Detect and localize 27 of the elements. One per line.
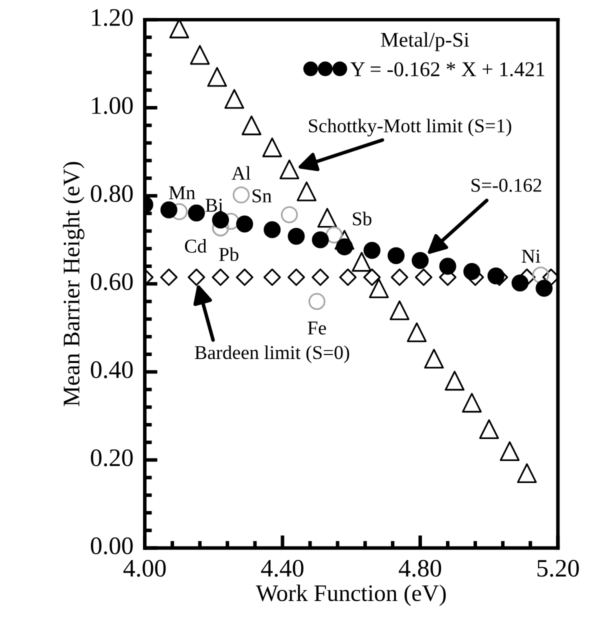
y-tick-label: 0.80 <box>90 185 133 202</box>
y-tick-label: 0.00 <box>90 537 133 554</box>
data-label: Ni <box>522 250 540 263</box>
x-tick-label: 4.80 <box>398 560 442 577</box>
data-label: Pb <box>219 247 238 262</box>
annotation: Schottky-Mott limit (S=1) <box>309 118 512 136</box>
x-axis-title: Work Function (eV) <box>256 584 446 606</box>
x-tick-label: 4.40 <box>261 560 304 577</box>
data-label: Sb <box>352 212 372 226</box>
y-axis-title: Mean Barrier Height (eV) <box>62 162 84 406</box>
data-label: Fe <box>308 322 326 335</box>
data-label: Bi <box>206 198 224 212</box>
x-tick-label: 5.20 <box>537 560 579 577</box>
x-tick-label: 4.00 <box>123 560 166 577</box>
annotation: S=-0.162 <box>472 178 542 192</box>
data-label: Al <box>232 166 251 180</box>
y-tick-label: 0.20 <box>90 449 133 466</box>
data-label: Cd <box>184 239 207 253</box>
legend-title: Metal/p-Si <box>380 32 470 52</box>
y-tick-label: 1.20 <box>92 9 133 26</box>
y-tick-label: 0.40 <box>90 361 133 378</box>
data-label: Mn <box>169 186 196 200</box>
annotation: Bardeen limit (S=0) <box>194 345 350 364</box>
y-tick-label: 0.60 <box>90 273 133 290</box>
data-label: Sn <box>252 189 272 202</box>
legend-label: Y = -0.162 * X + 1.421 <box>350 62 544 76</box>
y-tick-label: 1.00 <box>92 97 133 114</box>
